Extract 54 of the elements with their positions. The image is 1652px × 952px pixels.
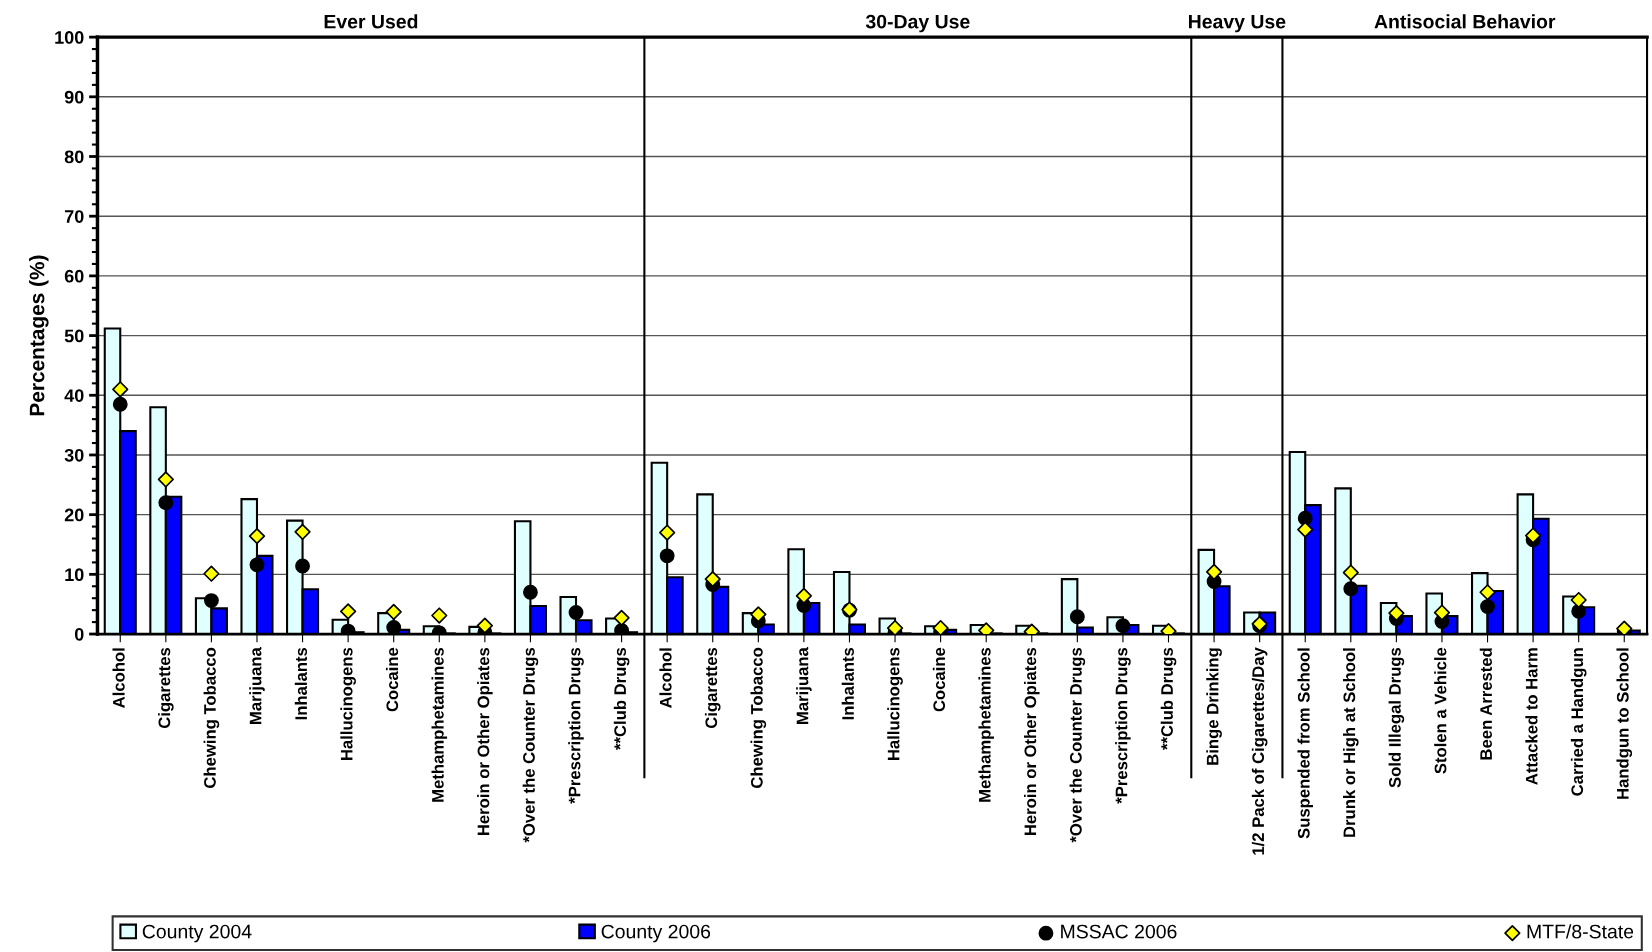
x-tick-label: Cigarettes — [704, 647, 721, 729]
x-tick-label: Sold Illegal Drugs — [1388, 647, 1405, 788]
y-tick-label: 20 — [64, 508, 84, 522]
x-tick-label: Alcohol — [659, 648, 672, 708]
y-axis-title: Percentages (%) — [29, 255, 49, 416]
x-tick-label: Suspended from School — [1297, 648, 1313, 839]
y-tick-label: 10 — [65, 568, 84, 582]
x-tick-label: Attacked to Harm — [1525, 648, 1538, 785]
x-tick-label: Cigarettes — [158, 647, 174, 729]
x-tick-label: Carried a Handgun — [1570, 648, 1587, 796]
x-tick-label: Methamphetamines — [431, 647, 448, 802]
x-tick-label: Cocaine — [385, 647, 399, 712]
y-tick-label: 30 — [64, 448, 84, 462]
y-tick-label: 50 — [64, 329, 84, 343]
x-tick-label: Chewing Tobacco — [750, 647, 767, 788]
y-tick-label: 60 — [64, 269, 84, 283]
x-tick-label: *Prescription Drugs — [568, 647, 584, 804]
x-tick-label: Heroin or Other Opiates — [1024, 647, 1040, 836]
x-tick-label: Cocaine — [932, 647, 946, 712]
text: Heavy Use — [1188, 14, 1286, 33]
x-tick-label: Been Arrested — [1479, 648, 1492, 760]
x-tick-label: *Over the Counter Drugs — [1069, 647, 1086, 843]
legend-label: County 2006 — [601, 924, 711, 943]
x-tick-label: 1/2 Pack of Cigarettes/Day — [1251, 647, 1268, 855]
x-tick-label: **Club Drugs — [613, 647, 630, 750]
x-tick-label: Hallucinogens — [887, 647, 903, 761]
x-tick-label: *Over the Counter Drugs — [522, 647, 539, 843]
text: 30-Day Use — [865, 14, 970, 33]
x-tick-label: Marijuana — [249, 647, 265, 724]
x-tick-label: Hallucinogens — [340, 647, 356, 761]
x-tick-label: Alcohol — [112, 648, 125, 708]
y-tick-label: 40 — [64, 389, 84, 402]
legend-label: MTF/8-State — [1527, 924, 1634, 939]
x-tick-label: Stolen a Vehicle — [1434, 647, 1447, 774]
x-tick-label: Handgun to School — [1616, 648, 1633, 799]
y-tick-label: 90 — [64, 90, 84, 104]
text: Ever Used — [324, 14, 418, 29]
legend-label: County 2004 — [142, 924, 252, 943]
x-tick-label: Heroin or Other Opiates — [477, 647, 493, 836]
y-tick-label: 100 — [55, 31, 84, 44]
y-tick-label: 70 — [64, 210, 84, 223]
x-tick-label: Methamphetamines — [978, 647, 994, 802]
x-tick-label: Drunk or High at School — [1343, 648, 1359, 837]
x-tick-label: Inhalants — [294, 647, 308, 720]
x-tick-label: **Club Drugs — [1160, 647, 1177, 750]
legend-label: MSSAC 2006 — [1061, 924, 1177, 939]
text: Antisocial Behavior — [1374, 14, 1556, 29]
x-tick-label: Binge Drinking — [1206, 648, 1222, 765]
y-tick-label: 0 — [74, 627, 84, 641]
x-tick-label: Chewing Tobacco — [203, 647, 220, 788]
x-tick-label: *Prescription Drugs — [1115, 647, 1131, 804]
x-tick-label: Inhalants — [841, 647, 854, 720]
x-tick-label: Marijuana — [796, 647, 812, 724]
y-tick-label: 80 — [64, 150, 84, 164]
